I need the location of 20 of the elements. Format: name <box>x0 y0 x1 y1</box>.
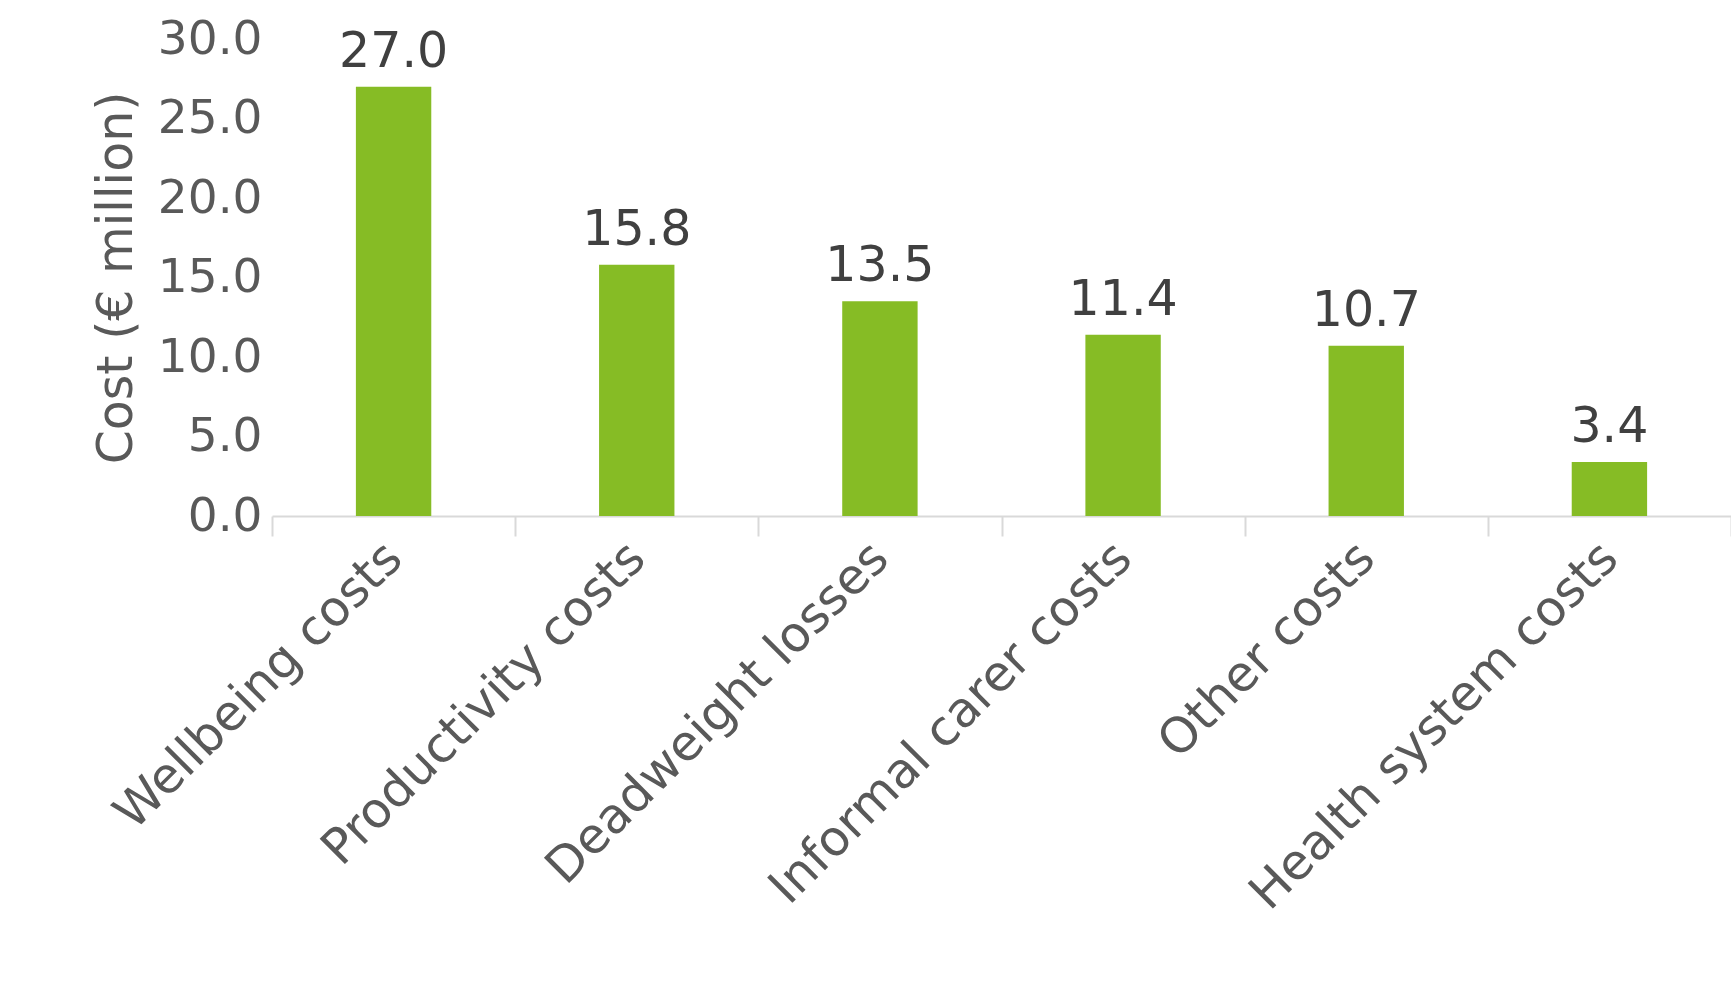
data-label: 3.4 <box>1570 396 1649 454</box>
y-tick-label: 0.0 <box>187 486 263 542</box>
bar <box>599 264 675 516</box>
bar <box>1328 345 1404 516</box>
y-tick-label: 5.0 <box>187 407 263 462</box>
bar <box>1085 334 1161 516</box>
bar <box>1571 461 1648 516</box>
data-label: 13.5 <box>825 236 935 294</box>
y-tick-label: 30.0 <box>157 9 263 65</box>
bar <box>355 86 432 516</box>
bar <box>842 301 918 516</box>
y-tick-label: 10.0 <box>157 327 263 383</box>
y-tick-label: 20.0 <box>157 168 263 224</box>
data-label: 10.7 <box>1311 280 1421 338</box>
data-label: 15.8 <box>582 199 692 257</box>
y-tick-label: 15.0 <box>157 248 263 303</box>
data-label: 11.4 <box>1068 269 1178 327</box>
y-tick-label: 25.0 <box>157 89 263 144</box>
data-label: 27.0 <box>339 21 449 79</box>
y-axis-title: Cost (€ million) <box>86 91 144 465</box>
